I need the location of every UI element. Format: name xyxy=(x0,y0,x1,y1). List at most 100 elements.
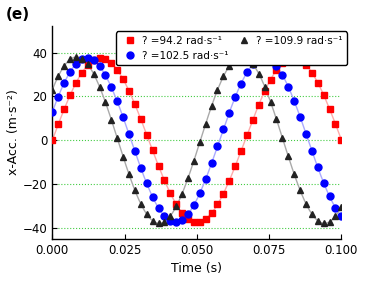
? =109.9 rad·s⁻¹ xyxy=(251,63,255,66)
? =94.2 rad·s⁻¹ xyxy=(286,58,291,61)
? =94.2 rad·s⁻¹ xyxy=(316,81,320,84)
? =94.2 rad·s⁻¹ xyxy=(186,217,190,221)
? =94.2 rad·s⁻¹ xyxy=(103,57,108,61)
? =102.5 rad·s⁻¹ xyxy=(115,100,119,103)
? =102.5 rad·s⁻¹ xyxy=(62,81,66,85)
? =94.2 rad·s⁻¹ xyxy=(274,69,278,72)
? =109.9 rad·s⁻¹ xyxy=(109,118,114,121)
? =102.5 rad·s⁻¹ xyxy=(133,150,137,153)
? =109.9 rad·s⁻¹ xyxy=(221,75,226,78)
? =94.2 rad·s⁻¹ xyxy=(133,103,137,106)
? =102.5 rad·s⁻¹ xyxy=(316,166,320,169)
? =102.5 rad·s⁻¹ xyxy=(97,65,102,68)
? =102.5 rad·s⁻¹ xyxy=(210,162,214,165)
? =94.2 rad·s⁻¹ xyxy=(204,217,208,221)
? =109.9 rad·s⁻¹ xyxy=(85,63,90,66)
? =109.9 rad·s⁻¹ xyxy=(97,85,102,88)
? =109.9 rad·s⁻¹ xyxy=(115,136,119,140)
? =94.2 rad·s⁻¹ xyxy=(56,123,61,126)
Text: (e): (e) xyxy=(6,7,30,22)
? =102.5 rad·s⁻¹ xyxy=(150,195,155,199)
? =109.9 rad·s⁻¹ xyxy=(239,55,243,59)
? =94.2 rad·s⁻¹ xyxy=(97,56,102,60)
? =102.5 rad·s⁻¹ xyxy=(262,56,267,60)
? =109.9 rad·s⁻¹ xyxy=(233,58,237,61)
? =109.9 rad·s⁻¹ xyxy=(286,155,291,158)
? =102.5 rad·s⁻¹ xyxy=(339,214,343,218)
? =102.5 rad·s⁻¹ xyxy=(251,63,255,66)
? =94.2 rad·s⁻¹ xyxy=(162,179,166,182)
? =102.5 rad·s⁻¹ xyxy=(109,85,114,89)
? =94.2 rad·s⁻¹ xyxy=(115,68,119,72)
? =102.5 rad·s⁻¹ xyxy=(103,74,108,77)
? =102.5 rad·s⁻¹ xyxy=(139,166,143,170)
? =102.5 rad·s⁻¹ xyxy=(322,181,326,184)
? =102.5 rad·s⁻¹ xyxy=(56,95,61,98)
? =109.9 rad·s⁻¹ xyxy=(133,189,137,192)
? =109.9 rad·s⁻¹ xyxy=(298,188,302,192)
? =109.9 rad·s⁻¹ xyxy=(204,122,208,125)
? =109.9 rad·s⁻¹ xyxy=(257,72,261,75)
? =109.9 rad·s⁻¹ xyxy=(292,172,296,176)
? =109.9 rad·s⁻¹ xyxy=(274,118,278,121)
? =94.2 rad·s⁻¹ xyxy=(197,220,202,224)
? =94.2 rad·s⁻¹ xyxy=(268,78,273,81)
? =109.9 rad·s⁻¹ xyxy=(333,214,338,218)
? =102.5 rad·s⁻¹ xyxy=(192,203,196,207)
? =102.5 rad·s⁻¹ xyxy=(80,58,84,61)
? =94.2 rad·s⁻¹ xyxy=(251,118,255,121)
? =102.5 rad·s⁻¹ xyxy=(239,82,243,85)
? =102.5 rad·s⁻¹ xyxy=(245,71,249,74)
? =102.5 rad·s⁻¹ xyxy=(168,219,173,222)
? =102.5 rad·s⁻¹ xyxy=(85,56,90,60)
? =102.5 rad·s⁻¹ xyxy=(180,218,184,222)
? =94.2 rad·s⁻¹ xyxy=(327,107,332,111)
? =102.5 rad·s⁻¹ xyxy=(215,145,220,148)
? =102.5 rad·s⁻¹ xyxy=(298,115,302,118)
? =109.9 rad·s⁻¹ xyxy=(174,205,178,208)
? =102.5 rad·s⁻¹ xyxy=(292,99,296,103)
? =102.5 rad·s⁻¹ xyxy=(68,70,72,74)
? =94.2 rad·s⁻¹ xyxy=(239,149,243,153)
? =94.2 rad·s⁻¹ xyxy=(339,138,343,142)
Line: ? =102.5 rad·s⁻¹: ? =102.5 rad·s⁻¹ xyxy=(49,55,345,226)
? =109.9 rad·s⁻¹ xyxy=(127,173,131,176)
? =94.2 rad·s⁻¹ xyxy=(292,56,296,60)
Line: ? =109.9 rad·s⁻¹: ? =109.9 rad·s⁻¹ xyxy=(49,54,345,227)
? =109.9 rad·s⁻¹ xyxy=(304,202,308,205)
X-axis label: Time (s): Time (s) xyxy=(171,262,222,275)
? =102.5 rad·s⁻¹ xyxy=(304,132,308,135)
? =94.2 rad·s⁻¹ xyxy=(121,78,125,81)
? =94.2 rad·s⁻¹ xyxy=(85,63,90,67)
? =94.2 rad·s⁻¹ xyxy=(174,202,178,206)
? =102.5 rad·s⁻¹ xyxy=(333,206,338,209)
? =94.2 rad·s⁻¹ xyxy=(150,149,155,152)
? =102.5 rad·s⁻¹ xyxy=(197,191,202,195)
? =102.5 rad·s⁻¹ xyxy=(121,116,125,119)
? =109.9 rad·s⁻¹ xyxy=(316,219,320,222)
? =109.9 rad·s⁻¹ xyxy=(162,220,166,223)
? =94.2 rad·s⁻¹ xyxy=(322,93,326,97)
? =94.2 rad·s⁻¹ xyxy=(298,58,302,62)
? =94.2 rad·s⁻¹ xyxy=(80,71,84,74)
? =109.9 rad·s⁻¹ xyxy=(262,85,267,88)
? =109.9 rad·s⁻¹ xyxy=(215,88,220,92)
? =102.5 rad·s⁻¹ xyxy=(156,206,161,210)
? =94.2 rad·s⁻¹ xyxy=(227,179,231,182)
? =94.2 rad·s⁻¹ xyxy=(245,133,249,137)
? =102.5 rad·s⁻¹ xyxy=(327,195,332,198)
? =94.2 rad·s⁻¹ xyxy=(68,94,72,97)
? =102.5 rad·s⁻¹ xyxy=(268,59,273,62)
? =102.5 rad·s⁻¹ xyxy=(174,221,178,224)
? =109.9 rad·s⁻¹ xyxy=(74,55,78,59)
? =102.5 rad·s⁻¹ xyxy=(186,212,190,216)
? =109.9 rad·s⁻¹ xyxy=(210,104,214,108)
? =94.2 rad·s⁻¹ xyxy=(168,191,173,195)
? =109.9 rad·s⁻¹ xyxy=(92,72,96,76)
? =102.5 rad·s⁻¹ xyxy=(92,59,96,62)
? =102.5 rad·s⁻¹ xyxy=(274,64,278,68)
? =94.2 rad·s⁻¹ xyxy=(333,122,338,126)
? =109.9 rad·s⁻¹ xyxy=(139,202,143,206)
? =109.9 rad·s⁻¹ xyxy=(56,75,61,78)
? =94.2 rad·s⁻¹ xyxy=(221,192,226,195)
